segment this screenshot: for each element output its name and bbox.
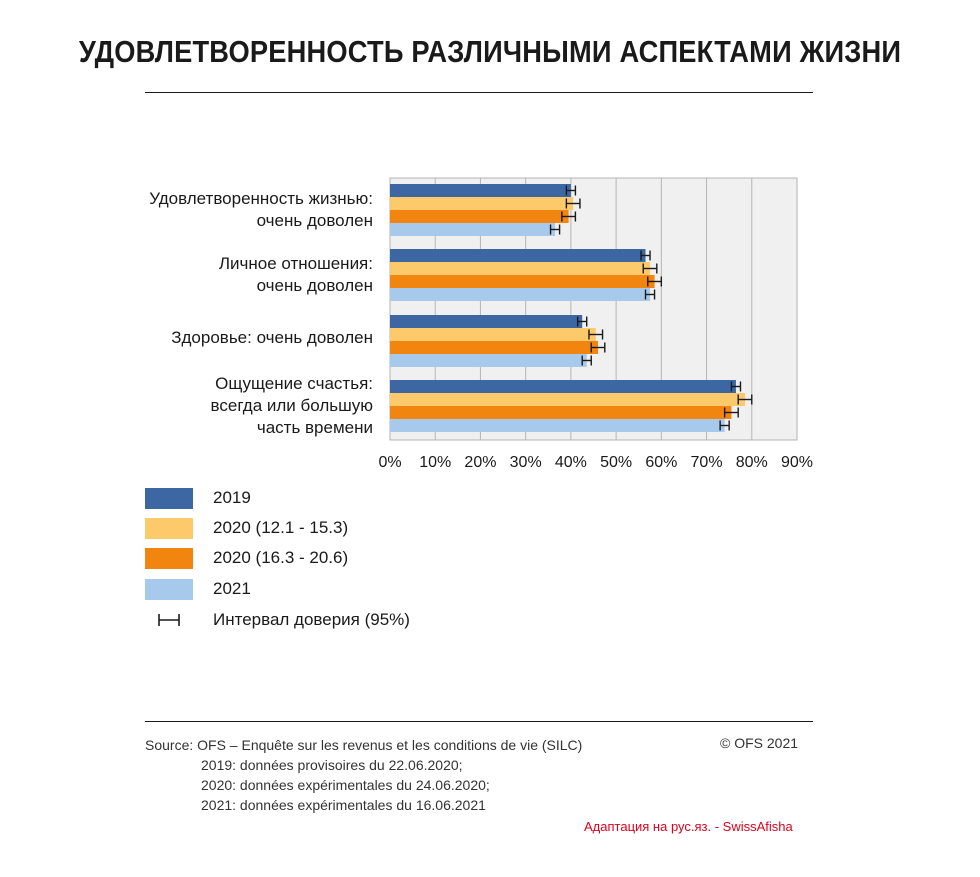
source-line: 2019: données provisoires du 22.06.2020; <box>201 757 463 773</box>
legend-swatch-2019 <box>145 488 193 509</box>
copyright: © OFS 2021 <box>720 735 799 751</box>
bar <box>390 262 651 275</box>
category-label-line: очень доволен <box>256 276 373 295</box>
bar <box>390 341 599 354</box>
category-label-line: Личное отношения: <box>218 254 373 273</box>
category-label: Личное отношения: очень доволен <box>219 253 373 297</box>
source-line: 2020: données expérimentales du 24.06.20… <box>201 777 490 793</box>
bar <box>390 249 646 262</box>
x-tick-label: 0% <box>378 454 401 471</box>
x-tick-label: 10% <box>419 454 451 471</box>
legend-label: 2019 <box>213 488 251 507</box>
bar <box>390 354 587 367</box>
legend-swatch-2020-early <box>145 518 193 539</box>
bar <box>390 393 745 406</box>
legend-label-ci: Интервал доверия (95%) <box>213 610 410 629</box>
category-label-line: Удовлетворенность жизнью: <box>149 189 373 208</box>
chart-title: УДОВЛЕТВОРЕННОСТЬ РАЗЛИЧНЫМИ АСПЕКТАМИ Ж… <box>78 34 902 69</box>
bar <box>390 328 596 341</box>
category-label: Ощущение счастья: всегда или большую часть… <box>211 373 373 439</box>
legend-swatch-2021 <box>145 579 193 600</box>
x-tick-label: 60% <box>645 454 677 471</box>
bottom-divider <box>145 721 813 722</box>
x-tick-label: 90% <box>781 454 813 471</box>
legend-swatch-2020-late <box>145 548 193 569</box>
bar <box>390 210 569 223</box>
bar <box>390 275 655 288</box>
bar-chart: 0% 10% 20% 30% 40% 50% 60% 70% 80% 90% <box>378 177 813 471</box>
category-label: Удовлетворенность жизнью: очень доволен <box>149 188 373 232</box>
bar <box>390 380 736 393</box>
bar <box>390 315 583 328</box>
category-label-line: Здоровье: очень доволен <box>171 328 373 347</box>
x-tick-label: 80% <box>736 454 768 471</box>
x-tick-label: 20% <box>464 454 496 471</box>
source-line: 2021: données expérimentales du 16.06.20… <box>201 797 486 813</box>
confidence-interval-icon <box>158 614 180 626</box>
x-tick-label: 40% <box>555 454 587 471</box>
bar <box>390 197 574 210</box>
category-label-line: часть времени <box>256 418 373 437</box>
x-tick-label: 30% <box>510 454 542 471</box>
category-label: Здоровье: очень доволен <box>171 327 373 349</box>
adaptation-credit: Адаптация на рус.яз. - SwissAfisha <box>584 819 793 834</box>
top-divider <box>145 92 813 93</box>
bar <box>390 288 651 301</box>
category-label-line: всегда или большую <box>210 396 373 415</box>
bar <box>390 184 571 197</box>
bar <box>390 223 556 236</box>
bar <box>390 406 732 419</box>
x-tick-label: 50% <box>600 454 632 471</box>
legend-label: 2020 (16.3 - 20.6) <box>213 548 349 567</box>
legend-label: 2020 (12.1 - 15.3) <box>213 518 349 537</box>
source-note: Source: OFS – Enquête sur les revenus et… <box>145 735 582 815</box>
source-line: Source: OFS – Enquête sur les revenus et… <box>145 737 583 753</box>
category-label-line: Ощущение счастья: <box>215 374 373 393</box>
category-label-line: очень доволен <box>256 211 373 230</box>
bar <box>390 419 725 432</box>
x-tick-label: 70% <box>691 454 723 471</box>
legend-label: 2021 <box>213 579 251 598</box>
